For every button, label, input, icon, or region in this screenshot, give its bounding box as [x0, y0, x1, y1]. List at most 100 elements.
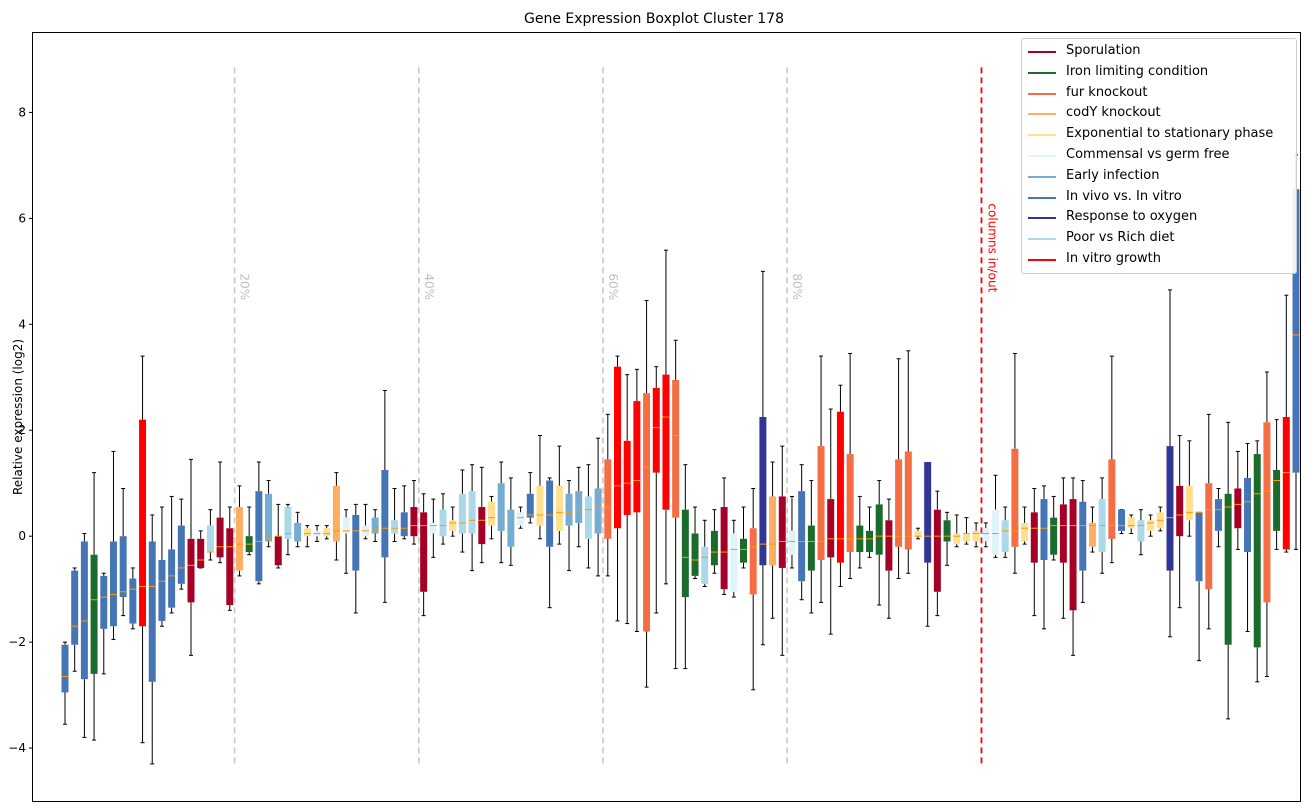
box-body	[1011, 448, 1019, 547]
box-group	[168, 495, 176, 614]
box-group	[352, 503, 360, 614]
box-body	[885, 520, 893, 571]
box-body	[323, 528, 331, 537]
box-group	[158, 506, 166, 627]
box-body	[1118, 509, 1126, 531]
box-body	[866, 530, 874, 553]
box-group	[866, 506, 874, 558]
box-group	[778, 445, 786, 656]
chart-title: Gene Expression Boxplot Cluster 178	[524, 11, 784, 27]
box-group	[759, 270, 767, 646]
legend-item: Exponential to stationary phase	[1022, 125, 1296, 146]
box-group	[391, 488, 399, 542]
legend-swatch	[1028, 238, 1056, 241]
legend-item: Sporulation	[1022, 42, 1296, 63]
box-body	[61, 644, 69, 693]
box-body	[875, 504, 883, 555]
box-body	[71, 570, 79, 645]
box-group	[1050, 495, 1058, 561]
box-group	[429, 498, 437, 558]
box-group	[1088, 506, 1096, 553]
box-body	[846, 454, 854, 553]
box-body	[895, 459, 903, 547]
box-body	[672, 379, 680, 518]
box-group	[604, 413, 612, 577]
box-group	[798, 464, 806, 601]
box-body	[1088, 522, 1096, 547]
y-tick-label: −2	[8, 635, 26, 649]
box-group	[643, 299, 651, 688]
box-group	[458, 469, 466, 553]
box-body	[410, 507, 418, 537]
box-body	[759, 417, 767, 566]
box-body	[468, 491, 476, 534]
legend-item: In vitro growth	[1022, 250, 1296, 271]
legend-swatch	[1028, 154, 1056, 157]
box-body	[1059, 504, 1067, 563]
box-body	[139, 419, 147, 627]
box-group	[875, 480, 883, 606]
box-body	[265, 493, 273, 542]
box-group	[691, 506, 699, 580]
box-body	[129, 578, 137, 624]
box-body	[109, 541, 117, 627]
y-axis-label: Relative expression (log2)	[11, 339, 25, 495]
box-body	[497, 483, 505, 531]
box-group	[478, 466, 486, 564]
percentile-marker-label: 20%	[238, 273, 252, 300]
box-body	[284, 507, 292, 539]
box-group	[740, 506, 747, 569]
box-body	[1244, 477, 1252, 553]
box-group	[284, 503, 292, 556]
legend-swatch	[1028, 92, 1056, 95]
box-group	[61, 641, 69, 725]
box-body	[1166, 446, 1174, 571]
legend-swatch	[1028, 217, 1056, 220]
box-group	[701, 519, 709, 587]
box-group	[565, 480, 573, 572]
legend-swatch	[1028, 71, 1056, 74]
box-body	[798, 491, 806, 582]
box-body	[507, 509, 515, 547]
box-group	[681, 464, 689, 670]
legend-item: fur knockout	[1022, 84, 1296, 105]
box-group	[652, 366, 660, 614]
y-tick-label: 6	[18, 211, 26, 225]
box-group	[749, 488, 757, 691]
box-body	[982, 528, 990, 542]
legend-swatch	[1028, 134, 1056, 137]
box-group	[1040, 485, 1048, 630]
box-body	[1069, 499, 1077, 611]
legend-label: Commensal vs germ free	[1066, 146, 1230, 162]
box-group	[972, 522, 980, 548]
box-body	[701, 546, 709, 584]
box-group	[788, 495, 796, 569]
box-group	[487, 495, 495, 540]
box-group	[90, 472, 98, 741]
box-body	[1185, 485, 1193, 521]
box-group	[526, 472, 534, 524]
box-group	[245, 506, 253, 556]
box-body	[429, 522, 437, 534]
box-body	[710, 530, 718, 566]
box-body	[458, 493, 466, 534]
box-body	[206, 525, 214, 553]
box-group	[371, 509, 379, 542]
legend-item: Early infection	[1022, 167, 1296, 188]
box-body	[517, 512, 525, 526]
box-body	[400, 512, 408, 537]
box-body	[633, 401, 641, 513]
box-group	[1118, 509, 1126, 535]
box-body	[342, 517, 350, 534]
box-group	[904, 350, 912, 574]
box-group	[197, 530, 205, 569]
legend-item: codY knockout	[1022, 104, 1296, 125]
box-group	[1079, 480, 1087, 603]
box-group	[1253, 440, 1261, 683]
box-body	[119, 536, 127, 598]
cutoff-marker-label: columns in/out	[985, 203, 999, 292]
box-body	[1195, 512, 1203, 582]
box-group	[139, 355, 147, 744]
y-tick-label: −4	[8, 741, 26, 755]
